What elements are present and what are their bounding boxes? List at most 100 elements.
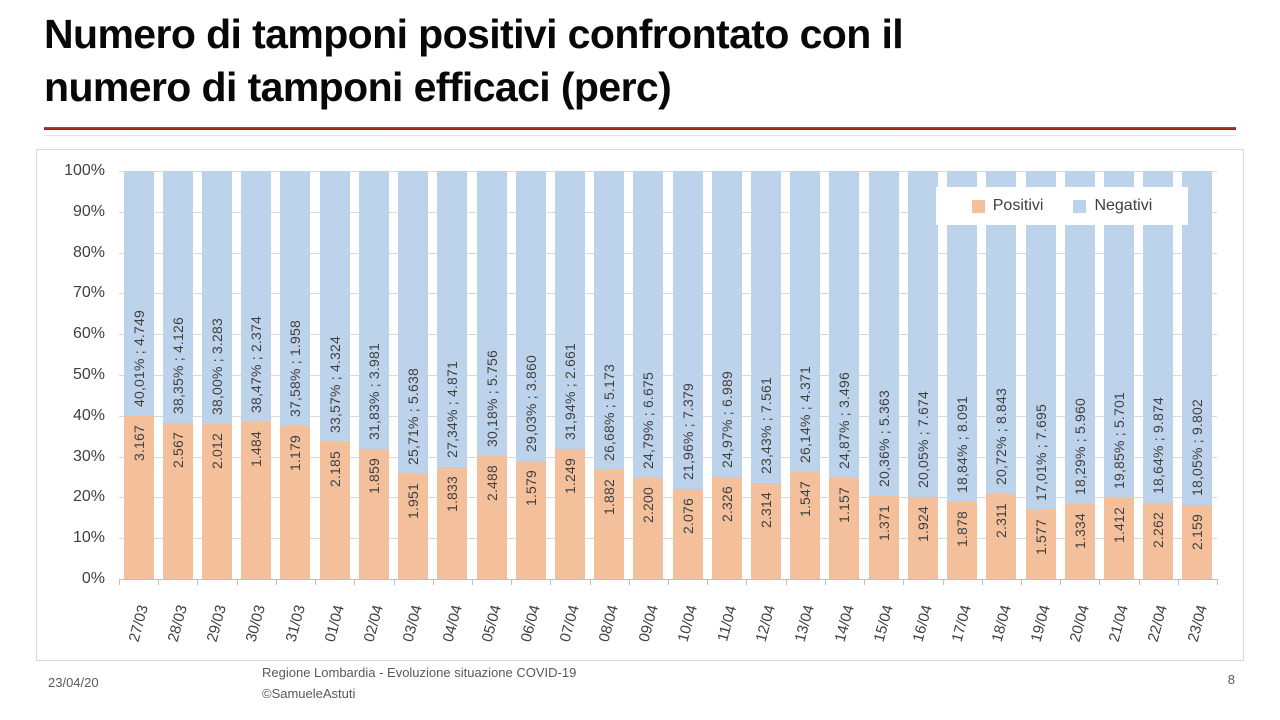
date-text: 12/04 xyxy=(752,602,780,644)
y-axis-label: 80% xyxy=(72,243,105,261)
x-axis-date-label: 23/04 xyxy=(1178,587,1217,659)
negativi-segment: 31,83% ; 3.981 xyxy=(358,171,389,450)
date-text: 04/04 xyxy=(439,602,466,644)
bar-group: 30,18% ; 5.756 2.488 xyxy=(472,171,511,579)
bar-group: 23,43% ; 7.561 2.314 xyxy=(746,171,785,579)
negativi-segment: 21,96% ; 7.379 xyxy=(672,171,703,490)
stacked-bar: 38,00% ; 3.283 2.012 xyxy=(202,171,233,579)
axis-tick xyxy=(668,580,669,585)
bar-group: 31,94% ; 2.661 1.249 xyxy=(550,171,589,579)
axis-tick xyxy=(942,580,944,585)
axis-tick xyxy=(236,580,238,585)
negativi-bar-label: 38,35% ; 4.126 xyxy=(169,316,186,414)
positivi-bar-label: 2.200 xyxy=(640,486,657,523)
positivi-bar-label: 1.334 xyxy=(1071,513,1088,550)
positivi-bar-label: 1.579 xyxy=(522,469,539,506)
positivi-segment: 1.371 xyxy=(868,495,899,579)
bar-group: 25,71% ; 5.638 1.951 xyxy=(394,171,433,579)
date-text: 30/03 xyxy=(243,602,270,644)
stacked-bar: 30,18% ; 5.756 2.488 xyxy=(476,171,507,579)
positivi-segment: 1.882 xyxy=(594,470,625,579)
positivi-bar-label: 1.371 xyxy=(875,504,892,541)
axis-tick xyxy=(824,580,826,585)
axis-tick xyxy=(707,580,709,585)
negativi-segment: 19,85% ; 5.701 xyxy=(1103,171,1134,498)
stacked-bar: 18,84% ; 8.091 1.878 xyxy=(947,171,978,579)
date-text: 01/04 xyxy=(321,602,348,644)
negativi-segment: 30,18% ; 5.756 xyxy=(476,171,507,456)
bar-group: 20,05% ; 7.674 1.924 xyxy=(903,171,942,579)
negativi-segment: 29,03% ; 3.860 xyxy=(515,171,546,461)
negativi-segment: 24,79% ; 6.675 xyxy=(633,171,664,478)
date-text: 03/04 xyxy=(400,602,427,644)
x-axis-date-label: 21/04 xyxy=(1099,587,1138,659)
positivi-segment: 2.262 xyxy=(1143,502,1174,579)
date-text: 07/04 xyxy=(556,602,584,644)
positivi-segment: 2.076 xyxy=(672,489,703,579)
axis-tick xyxy=(158,580,160,585)
gridline xyxy=(119,293,1217,295)
x-axis-ticks xyxy=(119,580,1218,586)
positivi-bar-label: 2.262 xyxy=(1150,511,1167,549)
negativi-bar-label: 25,71% ; 5.638 xyxy=(405,368,422,466)
x-axis-date-label: 15/04 xyxy=(864,587,903,659)
legend-swatch-negativi-icon xyxy=(1073,199,1087,213)
legend-swatch-positivi-icon xyxy=(971,199,985,213)
date-text: 22/04 xyxy=(1145,602,1172,644)
stacked-bar: 27,34% ; 4.871 1.833 xyxy=(437,171,468,579)
date-text: 31/03 xyxy=(282,602,309,644)
negativi-segment: 38,47% ; 2.374 xyxy=(241,171,272,423)
stacked-bar: 25,71% ; 5.638 1.951 xyxy=(398,171,429,579)
footer-attribution-line2: ©SamueleAstuti xyxy=(262,685,356,701)
date-text: 27/03 xyxy=(125,602,152,644)
stacked-bar: 38,35% ; 4.126 2.567 xyxy=(162,171,193,579)
positivi-segment: 1.334 xyxy=(1064,504,1095,579)
axis-tick xyxy=(1060,580,1062,585)
positivi-segment: 3.167 xyxy=(123,415,154,579)
negativi-bar-label: 21,96% ; 7.379 xyxy=(679,383,696,481)
negativi-bar-label: 26,68% ; 5.173 xyxy=(601,364,618,462)
stacked-bar: 24,97% ; 6.989 2.326 xyxy=(711,171,742,579)
page-title-line1: Numero di tamponi positivi confrontato c… xyxy=(44,11,904,57)
x-axis-date-label: 10/04 xyxy=(668,587,707,659)
negativi-bar-label: 23,43% ; 7.561 xyxy=(758,377,775,475)
axis-tick xyxy=(354,580,356,585)
date-text: 21/04 xyxy=(1105,602,1133,644)
negativi-segment: 18,05% ; 9.802 xyxy=(1182,171,1213,506)
negativi-bar-label: 26,14% ; 4.371 xyxy=(797,366,814,464)
axis-tick xyxy=(511,580,513,585)
x-axis-date-label: 13/04 xyxy=(786,587,825,659)
negativi-bar-label: 38,00% ; 3.283 xyxy=(209,317,226,415)
axis-tick xyxy=(1177,580,1179,585)
bar-group: 31,83% ; 3.981 1.859 xyxy=(354,171,393,579)
x-axis-date-label: 22/04 xyxy=(1139,587,1178,659)
positivi-bar-label: 1.882 xyxy=(601,479,618,516)
axis-tick xyxy=(903,580,905,585)
negativi-bar-label: 38,47% ; 2.374 xyxy=(248,316,265,414)
date-text: 10/04 xyxy=(674,602,701,644)
negativi-bar-label: 27,34% ; 4.871 xyxy=(444,361,461,459)
bar-group: 20,72% ; 8.843 2.311 xyxy=(982,171,1021,579)
axis-tick xyxy=(315,580,317,585)
x-axis-date-label: 19/04 xyxy=(1021,587,1060,659)
positivi-segment: 2.012 xyxy=(202,423,233,579)
positivi-segment: 1.249 xyxy=(554,448,585,579)
negativi-bar-label: 18,29% ; 5.960 xyxy=(1071,398,1088,496)
page-title-line2: numero di tamponi efficaci (perc) xyxy=(44,64,672,111)
positivi-bar-label: 2.488 xyxy=(483,464,500,501)
positivi-segment: 2.159 xyxy=(1182,505,1213,579)
positivi-bar-label: 3.167 xyxy=(130,424,147,461)
negativi-bar-label: 18,84% ; 8.091 xyxy=(954,396,971,494)
positivi-segment: 1.577 xyxy=(1025,509,1056,579)
date-text: 11/04 xyxy=(713,603,740,643)
bar-group: 24,97% ; 6.989 2.326 xyxy=(707,171,746,579)
stacked-bar: 24,87% ; 3.496 1.157 xyxy=(829,171,860,579)
positivi-bar-label: 1.547 xyxy=(797,481,814,518)
x-axis-date-label: 07/04 xyxy=(550,587,589,659)
footer-attribution-line1: Regione Lombardia - Evoluzione situazion… xyxy=(262,665,577,680)
bar-group: 26,14% ; 4.371 1.547 xyxy=(786,171,825,579)
footer-attribution: Regione Lombardia - Evoluzione situazion… xyxy=(262,663,576,705)
positivi-segment: 2.567 xyxy=(162,422,193,579)
positivi-segment: 1.859 xyxy=(358,449,389,579)
